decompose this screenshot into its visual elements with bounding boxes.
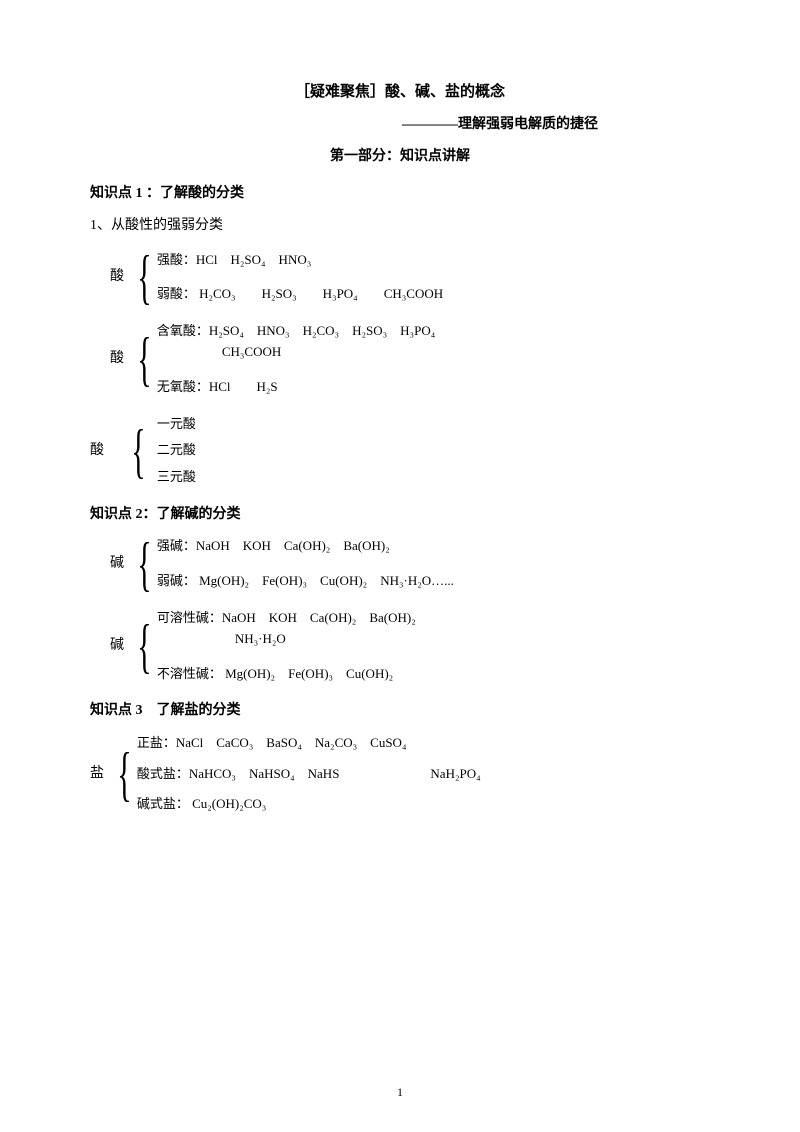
brace-icon: { — [137, 335, 151, 383]
normal-salt-line: 正盐：NaCl CaCO₃ BaSO₄ Na₂CO₃ CuSO₄ — [137, 733, 481, 754]
brace-icon: { — [137, 622, 151, 670]
brace-icon: { — [137, 540, 151, 588]
subtitle: ————理解强弱电解质的捷径 — [90, 114, 710, 136]
salt-type-block: 盐 { 正盐：NaCl CaCO₃ BaSO₄ Na₂CO₃ CuSO₄ 酸式盐… — [90, 733, 710, 815]
base-label: 碱 — [110, 553, 130, 575]
kp3-heading: 知识点 3 了解盐的分类 — [90, 700, 710, 722]
strong-base-line: 强碱：NaOH KOH Ca(OH)₂ Ba(OH)₂ — [157, 536, 454, 557]
acid-proticity-block: 酸 { 一元酸 二元酸 三元酸 — [90, 414, 710, 488]
kp1-sub1: 1、从酸性的强弱分类 — [90, 215, 710, 237]
base-solubility-block: 碱 { 可溶性碱：NaOH KOH Ca(OH)₂ Ba(OH)₂ NH₃·H₂… — [110, 608, 710, 684]
acid-oxygen-block: 酸 { 含氧酸：H₂SO₄ HNO₃ H₂CO₃ H₂SO₃ H₃PO₄ CH₃… — [110, 321, 710, 397]
kp1-heading: 知识点 1 ：了解酸的分类 — [90, 183, 710, 205]
diprotic-line: 二元酸 — [157, 440, 196, 461]
weak-acid-line: 弱酸： H₂CO₃ H₂SO₃ H₃PO₄ CH₃COOH — [157, 284, 443, 305]
weak-base-line: 弱碱： Mg(OH)₂ Fe(OH)₃ Cu(OH)₂ NH₃·H₂O…... — [157, 571, 454, 592]
brace-icon: { — [131, 427, 145, 475]
basic-salt-line: 碱式盐： Cu₂(OH)₂CO₃ — [137, 794, 481, 815]
main-title: ［疑难聚焦］酸、碱、盐的概念 — [90, 80, 710, 104]
oxy-acid-line2: CH₃COOH — [157, 342, 435, 363]
monoprotic-line: 一元酸 — [157, 414, 196, 435]
brace-icon: { — [137, 253, 151, 301]
kp2-heading: 知识点 2：了解碱的分类 — [90, 504, 710, 526]
section-title: 第一部分：知识点讲解 — [90, 146, 710, 168]
brace-icon: { — [117, 750, 131, 798]
acid-label-2: 酸 — [110, 348, 130, 370]
acid-label-3: 酸 — [90, 440, 124, 462]
acid-label: 酸 — [110, 266, 130, 288]
no-oxy-acid-line: 无氧酸：HCl H₂S — [157, 377, 435, 398]
soluble-base-line1: 可溶性碱：NaOH KOH Ca(OH)₂ Ba(OH)₂ — [157, 608, 416, 629]
triprotic-line: 三元酸 — [157, 467, 196, 488]
soluble-base-line2: NH₃·H₂O — [157, 629, 416, 650]
oxy-acid-line1: 含氧酸：H₂SO₄ HNO₃ H₂CO₃ H₂SO₃ H₃PO₄ — [157, 321, 435, 342]
acid-salt-line: 酸式盐：NaHCO₃ NaHSO₄ NaHS NaH₂PO₄ — [137, 764, 481, 785]
base-strength-block: 碱 { 强碱：NaOH KOH Ca(OH)₂ Ba(OH)₂ 弱碱： Mg(O… — [110, 536, 710, 592]
page-number: 1 — [0, 1083, 800, 1102]
base-label-2: 碱 — [110, 635, 130, 657]
acid-strength-block: 酸 { 强酸：HCl H₂SO₄ HNO₃ 弱酸： H₂CO₃ H₂SO₃ H₃… — [110, 250, 710, 306]
salt-label: 盐 — [90, 763, 110, 785]
strong-acid-line: 强酸：HCl H₂SO₄ HNO₃ — [157, 250, 443, 271]
insoluble-base-line: 不溶性碱： Mg(OH)₂ Fe(OH)₃ Cu(OH)₂ — [157, 664, 416, 685]
